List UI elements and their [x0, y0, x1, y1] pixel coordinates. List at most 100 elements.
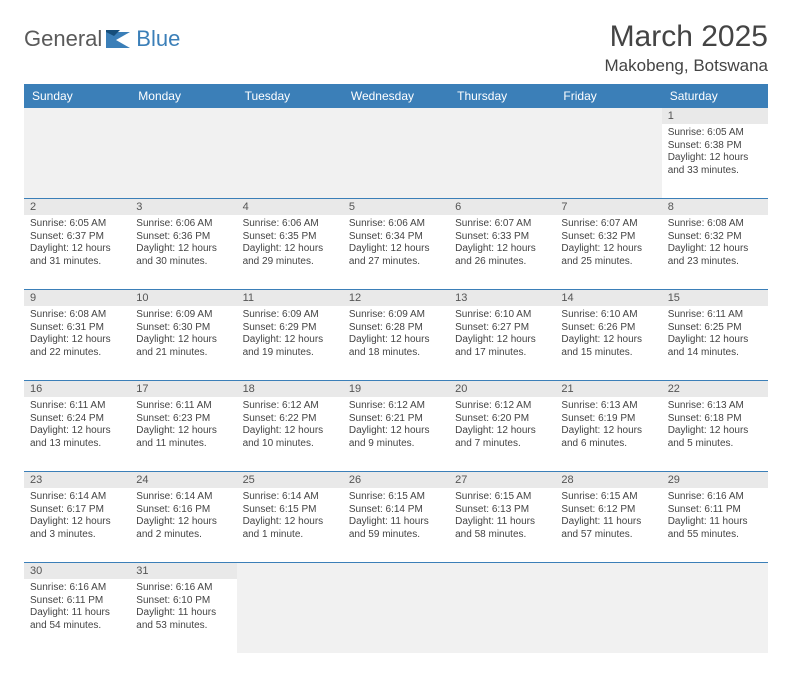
page-header: General Blue March 2025 Makobeng, Botswa…: [24, 20, 768, 76]
daylight2-text: and 59 minutes.: [349, 529, 443, 542]
day-header-row: SundayMondayTuesdayWednesdayThursdayFrid…: [24, 84, 768, 108]
day-header: Saturday: [662, 84, 768, 108]
daynum: 15: [662, 290, 768, 306]
day-cell: Sunrise: 6:10 AMSunset: 6:26 PMDaylight:…: [555, 306, 661, 380]
daylight2-text: and 31 minutes.: [30, 256, 124, 269]
daylight2-text: and 55 minutes.: [668, 529, 762, 542]
daylight2-text: and 5 minutes.: [668, 438, 762, 451]
daylight1-text: Daylight: 12 hours: [668, 334, 762, 347]
sunset-text: Sunset: 6:19 PM: [561, 413, 655, 426]
daylight2-text: and 30 minutes.: [136, 256, 230, 269]
daynum-empty: [130, 108, 236, 124]
daylight1-text: Daylight: 11 hours: [561, 516, 655, 529]
daylight2-text: and 2 minutes.: [136, 529, 230, 542]
sunrise-text: Sunrise: 6:06 AM: [243, 218, 337, 231]
daynum: 31: [130, 563, 236, 579]
sunrise-text: Sunrise: 6:16 AM: [30, 582, 124, 595]
day-cell-empty: [449, 124, 555, 198]
daynum: 10: [130, 290, 236, 306]
sunset-text: Sunset: 6:14 PM: [349, 504, 443, 517]
daylight1-text: Daylight: 12 hours: [455, 334, 549, 347]
daylight1-text: Daylight: 12 hours: [30, 243, 124, 256]
day-header: Friday: [555, 84, 661, 108]
sunset-text: Sunset: 6:11 PM: [30, 595, 124, 608]
day-cell-empty: [343, 124, 449, 198]
day-cell: Sunrise: 6:12 AMSunset: 6:21 PMDaylight:…: [343, 397, 449, 471]
sunrise-text: Sunrise: 6:14 AM: [30, 491, 124, 504]
day-cell: Sunrise: 6:09 AMSunset: 6:28 PMDaylight:…: [343, 306, 449, 380]
daylight1-text: Daylight: 12 hours: [349, 425, 443, 438]
day-cell-empty: [237, 124, 343, 198]
daynum-row: 2345678: [24, 199, 768, 215]
daylight2-text: and 1 minute.: [243, 529, 337, 542]
daynum-empty: [343, 563, 449, 579]
daynum: 14: [555, 290, 661, 306]
daylight2-text: and 54 minutes.: [30, 620, 124, 633]
day-cell: Sunrise: 6:16 AMSunset: 6:11 PMDaylight:…: [24, 579, 130, 653]
sunrise-text: Sunrise: 6:11 AM: [668, 309, 762, 322]
daynum: 5: [343, 199, 449, 215]
day-header: Monday: [130, 84, 236, 108]
daynum: 20: [449, 381, 555, 397]
sunrise-text: Sunrise: 6:08 AM: [30, 309, 124, 322]
week-row: Sunrise: 6:14 AMSunset: 6:17 PMDaylight:…: [24, 488, 768, 563]
sunset-text: Sunset: 6:24 PM: [30, 413, 124, 426]
daylight1-text: Daylight: 12 hours: [136, 243, 230, 256]
day-cell: Sunrise: 6:06 AMSunset: 6:36 PMDaylight:…: [130, 215, 236, 289]
daynum: 19: [343, 381, 449, 397]
daynum-empty: [237, 108, 343, 124]
daylight2-text: and 22 minutes.: [30, 347, 124, 360]
daynum-row: 1: [24, 108, 768, 124]
daynum: 13: [449, 290, 555, 306]
daylight2-text: and 15 minutes.: [561, 347, 655, 360]
daynum: 28: [555, 472, 661, 488]
daylight2-text: and 27 minutes.: [349, 256, 443, 269]
daynum-empty: [24, 108, 130, 124]
sunset-text: Sunset: 6:34 PM: [349, 231, 443, 244]
sunrise-text: Sunrise: 6:09 AM: [243, 309, 337, 322]
daylight1-text: Daylight: 11 hours: [349, 516, 443, 529]
sunset-text: Sunset: 6:38 PM: [668, 140, 762, 153]
sunset-text: Sunset: 6:13 PM: [455, 504, 549, 517]
sunrise-text: Sunrise: 6:06 AM: [136, 218, 230, 231]
day-cell: Sunrise: 6:10 AMSunset: 6:27 PMDaylight:…: [449, 306, 555, 380]
sunset-text: Sunset: 6:23 PM: [136, 413, 230, 426]
daynum: 4: [237, 199, 343, 215]
sunset-text: Sunset: 6:22 PM: [243, 413, 337, 426]
daynum: 9: [24, 290, 130, 306]
sunrise-text: Sunrise: 6:06 AM: [349, 218, 443, 231]
sunset-text: Sunset: 6:31 PM: [30, 322, 124, 335]
day-cell: Sunrise: 6:05 AMSunset: 6:37 PMDaylight:…: [24, 215, 130, 289]
daynum-row: 23242526272829: [24, 472, 768, 488]
daylight1-text: Daylight: 12 hours: [136, 516, 230, 529]
daylight1-text: Daylight: 11 hours: [668, 516, 762, 529]
day-cell: Sunrise: 6:11 AMSunset: 6:23 PMDaylight:…: [130, 397, 236, 471]
daylight1-text: Daylight: 12 hours: [455, 243, 549, 256]
sunset-text: Sunset: 6:10 PM: [136, 595, 230, 608]
sunset-text: Sunset: 6:36 PM: [136, 231, 230, 244]
sunrise-text: Sunrise: 6:09 AM: [349, 309, 443, 322]
daylight1-text: Daylight: 11 hours: [136, 607, 230, 620]
daynum-empty: [555, 108, 661, 124]
sunrise-text: Sunrise: 6:15 AM: [561, 491, 655, 504]
daylight2-text: and 11 minutes.: [136, 438, 230, 451]
daynum-empty: [662, 563, 768, 579]
day-cell-empty: [555, 124, 661, 198]
daylight1-text: Daylight: 12 hours: [243, 243, 337, 256]
sunset-text: Sunset: 6:21 PM: [349, 413, 443, 426]
daynum: 27: [449, 472, 555, 488]
daynum-row: 9101112131415: [24, 290, 768, 306]
day-cell: Sunrise: 6:08 AMSunset: 6:32 PMDaylight:…: [662, 215, 768, 289]
day-cell: Sunrise: 6:11 AMSunset: 6:25 PMDaylight:…: [662, 306, 768, 380]
sunset-text: Sunset: 6:20 PM: [455, 413, 549, 426]
sunset-text: Sunset: 6:27 PM: [455, 322, 549, 335]
daylight2-text: and 33 minutes.: [668, 165, 762, 178]
sunset-text: Sunset: 6:25 PM: [668, 322, 762, 335]
sunrise-text: Sunrise: 6:10 AM: [561, 309, 655, 322]
sunrise-text: Sunrise: 6:07 AM: [455, 218, 549, 231]
month-title: March 2025: [605, 20, 769, 54]
sunrise-text: Sunrise: 6:11 AM: [30, 400, 124, 413]
daynum-empty: [343, 108, 449, 124]
day-cell: Sunrise: 6:16 AMSunset: 6:10 PMDaylight:…: [130, 579, 236, 653]
daynum: 18: [237, 381, 343, 397]
